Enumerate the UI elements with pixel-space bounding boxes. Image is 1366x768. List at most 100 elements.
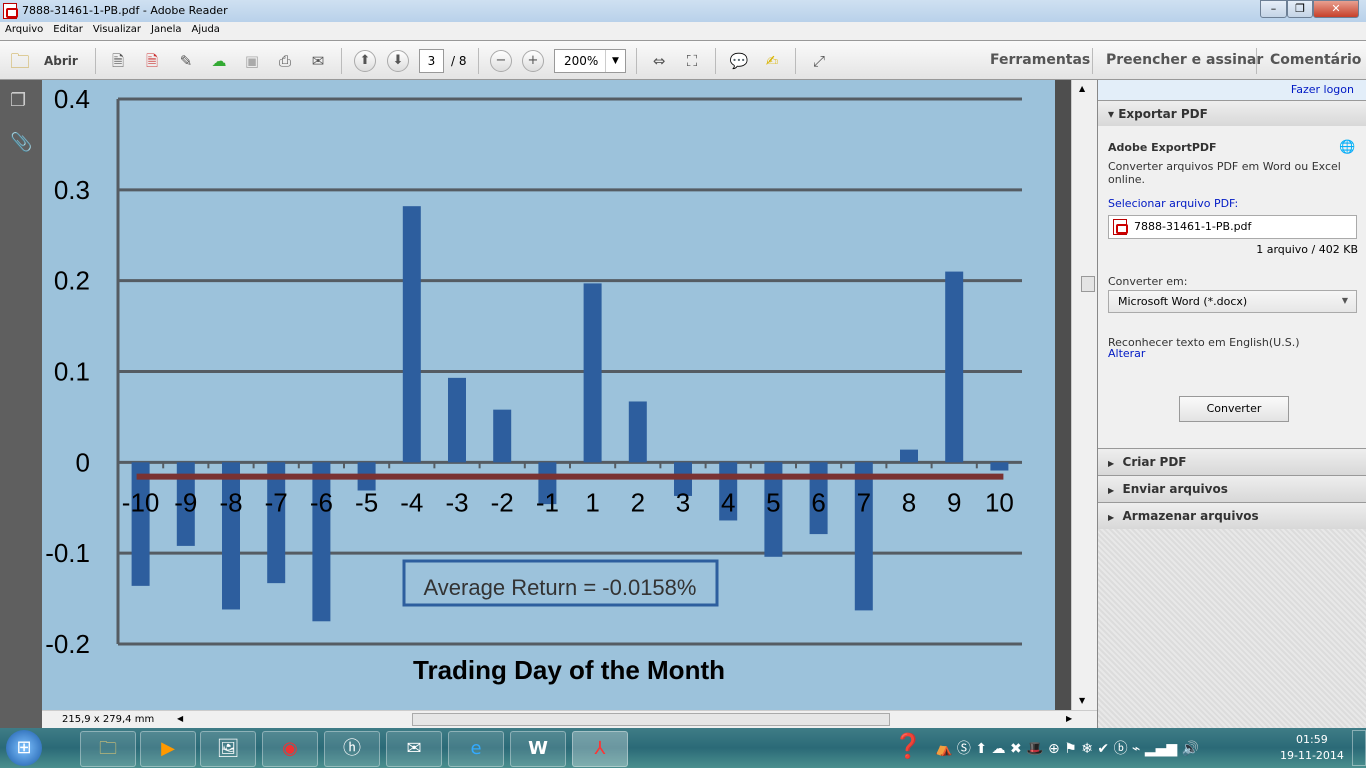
file-info: 1 arquivo / 402 KB: [1256, 243, 1358, 256]
bar--8: [222, 462, 240, 610]
bar--9: [176, 462, 195, 546]
scrollbar-thumb[interactable]: [1081, 276, 1095, 292]
zoom-select[interactable]: 200% ▼: [554, 49, 626, 73]
taskbar-hp[interactable]: ⓗ: [324, 731, 380, 767]
zoom-in-icon[interactable]: +: [522, 50, 544, 72]
zoom-out-icon[interactable]: −: [490, 50, 512, 72]
vertical-scrollbar[interactable]: ▲ ▼: [1071, 80, 1097, 710]
menu-editar[interactable]: Editar: [53, 24, 83, 35]
tab-ferramentas[interactable]: Ferramentas: [990, 52, 1091, 68]
section-criar-pdf[interactable]: ▶ Criar PDF: [1098, 448, 1366, 475]
taskbar-chrome[interactable]: ◉: [262, 731, 318, 767]
panel-empty-area: [1098, 529, 1366, 728]
section-label: Armazenar arquivos: [1122, 509, 1259, 523]
start-button[interactable]: ⊞: [6, 730, 42, 766]
y-tick-label: 0.4: [54, 84, 90, 114]
x-tick-label: 6: [811, 487, 825, 517]
folder-icon[interactable]: 🗀: [10, 49, 30, 73]
export-pdf-title: Exportar PDF: [1118, 107, 1208, 121]
close-button[interactable]: ✕: [1313, 0, 1359, 18]
tools-panel: Fazer logon ▾ Exportar PDF Adobe ExportP…: [1097, 80, 1366, 728]
pdf-file-icon: [1113, 219, 1128, 235]
service-title: Adobe ExportPDF: [1108, 141, 1217, 154]
separator: [1092, 48, 1093, 74]
x-tick-label: -8: [219, 487, 242, 517]
pages-icon[interactable]: ❐: [10, 90, 27, 111]
tab-preencher-assinar[interactable]: Preencher e assinar: [1106, 52, 1264, 68]
separator: [636, 48, 637, 74]
x-tick-label: -7: [265, 487, 288, 517]
scroll-up-icon[interactable]: ▲: [1079, 84, 1086, 93]
menu-arquivo[interactable]: Arquivo: [5, 24, 44, 35]
chevron-down-icon[interactable]: ▼: [605, 50, 625, 72]
taskbar-word[interactable]: W: [510, 731, 566, 767]
x-tick-label: -2: [491, 487, 514, 517]
attachment-icon[interactable]: 📎: [10, 132, 33, 153]
navigation-pane: ❐ 📎: [0, 80, 42, 728]
menu-visualizar[interactable]: Visualizar: [92, 24, 142, 35]
convert-button[interactable]: Converter: [1179, 396, 1289, 422]
section-armazenar-arquivos[interactable]: ▶ Armazenar arquivos: [1098, 502, 1366, 529]
bar-10: [990, 462, 1009, 471]
clock-date[interactable]: 19-11-2014: [1280, 749, 1344, 762]
y-tick-label: -0.2: [45, 629, 90, 659]
cloud-upload-icon[interactable]: ☁: [211, 52, 227, 70]
open-button[interactable]: Abrir: [44, 54, 78, 68]
status-bar: 215,9 x 279,4 mm ◀ ▶: [42, 710, 1097, 728]
help-info-icon[interactable]: ❓: [893, 732, 923, 760]
login-link[interactable]: Fazer logon: [1290, 83, 1354, 96]
email-icon[interactable]: ✉: [311, 52, 325, 70]
clock-time[interactable]: 01:59: [1296, 733, 1328, 746]
scroll-down-icon[interactable]: ▼: [1079, 696, 1086, 705]
tab-comentario[interactable]: Comentário: [1270, 52, 1362, 68]
taskbar-photo-viewer[interactable]: 🖼: [200, 731, 256, 767]
bar-1: [583, 283, 602, 463]
convert-to-select[interactable]: Microsoft Word (*.docx) ▼: [1108, 290, 1357, 313]
selected-file-box[interactable]: 7888-31461-1-PB.pdf: [1108, 215, 1357, 239]
next-page-icon[interactable]: ⬇: [387, 50, 409, 72]
menu-janela[interactable]: Janela: [151, 24, 182, 35]
globe-document-icon[interactable]: 🌐: [1339, 140, 1356, 155]
taskbar-internet-explorer[interactable]: e: [448, 731, 504, 767]
ocr-text: Reconhecer texto em English(U.S.): [1108, 336, 1300, 349]
save-icon[interactable]: ▣: [244, 52, 260, 70]
edit-document-icon[interactable]: ✎: [179, 52, 193, 70]
section-enviar-arquivos[interactable]: ▶ Enviar arquivos: [1098, 475, 1366, 502]
menu-ajuda[interactable]: Ajuda: [191, 24, 220, 35]
page-number-input[interactable]: 3: [419, 49, 444, 73]
scroll-left-icon[interactable]: ◀: [177, 714, 184, 723]
maximize-button[interactable]: ❐: [1287, 0, 1313, 18]
ocr-change-link[interactable]: Alterar: [1108, 347, 1146, 360]
x-tick-label: -9: [174, 487, 197, 517]
full-screen-icon[interactable]: ⤢: [812, 52, 825, 70]
x-tick-label: -10: [122, 487, 160, 517]
taskbar-explorer[interactable]: 🗀: [80, 731, 136, 767]
bar--6: [312, 462, 331, 622]
convert-to-label: Converter em:: [1108, 275, 1188, 288]
bar-2: [628, 401, 647, 463]
horizontal-scrollbar-thumb[interactable]: [412, 713, 890, 726]
scroll-right-icon[interactable]: ▶: [1066, 714, 1073, 723]
print-icon[interactable]: ⎙: [278, 52, 291, 70]
create-pdf-icon[interactable]: 🗎: [111, 52, 125, 70]
previous-page-icon[interactable]: ⬆: [354, 50, 376, 72]
highlight-icon[interactable]: ✍: [765, 52, 779, 70]
export-pdf-header[interactable]: ▾ Exportar PDF: [1098, 100, 1366, 126]
taskbar-adobe-reader[interactable]: ⅄: [572, 731, 628, 767]
show-desktop-button[interactable]: [1352, 730, 1366, 766]
x-tick-label: -1: [536, 487, 559, 517]
taskbar-media-player[interactable]: ▶: [140, 731, 196, 767]
x-axis-title: Trading Day of the Month: [413, 655, 725, 685]
taskbar-app[interactable]: ✉: [386, 731, 442, 767]
annotation-box: [402, 559, 719, 607]
x-tick-label: -4: [400, 487, 423, 517]
toolbar: 🗀 Abrir 🗎 🗎 ✎ ☁ ▣ ⎙ ✉ ⬆ ⬇ 3 / 8 − + 200%…: [0, 40, 1366, 80]
x-tick-label: 2: [631, 487, 645, 517]
fit-page-icon[interactable]: ⛶: [686, 52, 698, 70]
minimize-button[interactable]: –: [1260, 0, 1287, 18]
export-pdf-icon[interactable]: 🗎: [145, 52, 159, 70]
fit-width-icon[interactable]: ⇔: [652, 52, 666, 70]
tray-icons[interactable]: ⛺ Ⓢ ⬆ ☁ ✖ 🎩 ⊕ ⚑ ❄ ✔ ⓑ ⌁ ▂▄▆ 🔊: [935, 741, 1200, 757]
comment-icon[interactable]: 💬: [729, 52, 749, 70]
page-edge: [1055, 80, 1071, 710]
